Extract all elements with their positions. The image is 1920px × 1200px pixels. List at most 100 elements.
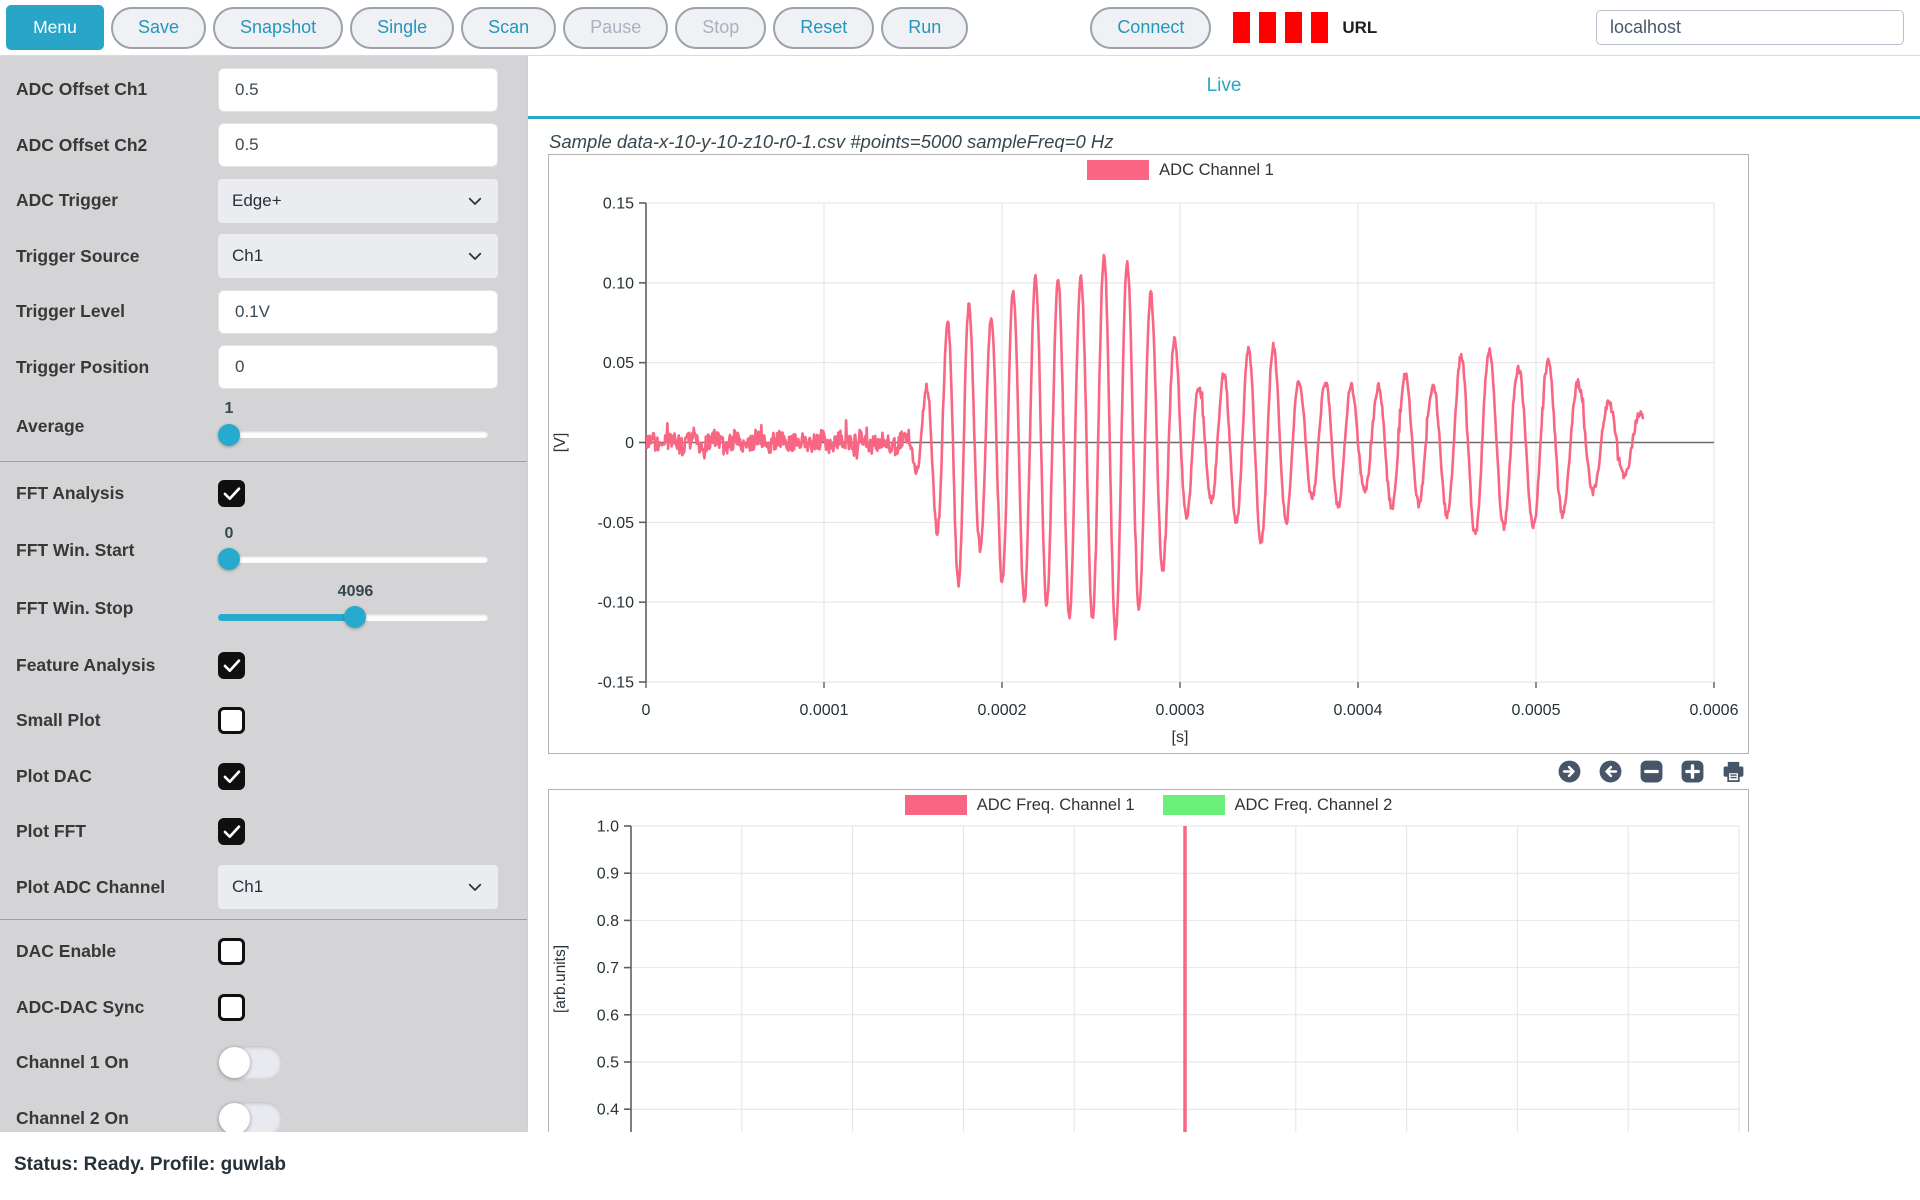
adc-dac-sync-checkbox[interactable] [218,994,245,1021]
toggle-knob [219,1047,250,1078]
setting-row-fft-analysis: FFT Analysis [0,466,527,522]
run-button[interactable]: Run [881,7,968,49]
fft-chart: ADC Freq. Channel 1 ADC Freq. Channel 2 … [548,789,1749,1132]
url-input[interactable] [1596,10,1904,45]
setting-row-adc-trigger: ADC Trigger Edge+ [0,173,527,229]
field-label: Trigger Position [0,357,218,378]
svg-text:0.5: 0.5 [597,1055,619,1072]
zoom-in-icon[interactable] [1680,759,1705,784]
snapshot-button[interactable]: Snapshot [213,7,343,49]
trigger-level-input[interactable] [218,290,498,334]
adc-offset-ch2-input[interactable] [218,123,498,167]
field-label: FFT Win. Stop [0,598,218,619]
svg-text:0.0003: 0.0003 [1156,702,1205,719]
setting-row-plot-fft: Plot FFT [0,804,527,860]
fft-win-start-slider[interactable]: 0 [218,525,498,577]
slider-thumb[interactable] [218,424,240,446]
field-label: Plot DAC [0,766,218,787]
field-label: FFT Analysis [0,483,218,504]
legend-item-adc-freq-channel-2[interactable]: ADC Freq. Channel 2 [1163,795,1393,815]
tab-live[interactable]: Live [1207,75,1242,97]
stop-button[interactable]: Stop [675,7,766,49]
small-plot-checkbox[interactable] [218,707,245,734]
status-text: Status: Ready. Profile: guwlab [14,1154,286,1176]
url-label: URL [1342,18,1377,38]
setting-row-fft-win-stop: FFT Win. Stop 4096 [0,580,527,638]
fft-win-stop-slider[interactable]: 4096 [218,583,498,635]
svg-text:0: 0 [625,435,634,452]
field-label: Channel 1 On [0,1052,218,1073]
svg-text:0.6: 0.6 [597,1007,619,1024]
menu-button[interactable]: Menu [6,5,104,50]
plot-dac-checkbox[interactable] [218,763,245,790]
trigger-position-input[interactable] [218,345,498,389]
adc-waveform-plot[interactable]: 0.150.100.050-0.05-0.10-0.1500.00010.000… [549,155,1748,753]
channel2-on-toggle[interactable] [218,1102,282,1132]
indicator-bar [1311,12,1328,43]
pan-right-icon[interactable] [1557,759,1582,784]
plot-adc-channel-select[interactable]: Ch1 [218,865,498,909]
setting-row-plot-adc-channel: Plot ADC Channel Ch1 [0,860,527,916]
field-label: FFT Win. Start [0,540,218,561]
sidebar: ADC Offset Ch1 ADC Offset Ch2 ADC Trigge… [0,56,527,1132]
connect-button[interactable]: Connect [1090,7,1211,49]
field-label: ADC Offset Ch1 [0,79,218,100]
plot-title: Sample data-x-10-y-10-z10-r0-1.csv #poin… [549,131,1114,153]
pan-left-icon[interactable] [1598,759,1623,784]
plot-fft-checkbox[interactable] [218,818,245,845]
reset-button[interactable]: Reset [773,7,874,49]
print-icon[interactable] [1721,759,1746,784]
svg-text:1.0: 1.0 [597,819,619,836]
field-label: Trigger Source [0,246,218,267]
svg-text:0.0002: 0.0002 [978,702,1027,719]
chevron-down-icon [466,192,484,210]
field-label: ADC Offset Ch2 [0,135,218,156]
fft-spectrum-plot[interactable]: 1.00.90.80.70.60.50.4[arb.units] [549,790,1748,1132]
slider-value: 4096 [338,583,374,601]
save-button[interactable]: Save [111,7,206,49]
setting-row-fft-win-start: FFT Win. Start 0 [0,522,527,580]
legend-item-adc-freq-channel-1[interactable]: ADC Freq. Channel 1 [905,795,1135,815]
scan-button[interactable]: Scan [461,7,556,49]
indicator-bar [1233,12,1250,43]
chart1-legend: ADC Channel 1 [549,160,1748,180]
svg-text:0.0004: 0.0004 [1334,702,1383,719]
legend-label: ADC Freq. Channel 1 [977,796,1135,815]
toggle-knob [219,1103,250,1132]
adc-time-chart: ADC Channel 1 0.150.100.050-0.05-0.10-0.… [548,154,1749,754]
setting-row-trigger-position: Trigger Position [0,340,527,396]
svg-text:-0.05: -0.05 [598,515,635,532]
feature-analysis-checkbox[interactable] [218,652,245,679]
slider-value: 1 [225,400,234,418]
legend-item-adc-channel-1[interactable]: ADC Channel 1 [1087,160,1274,180]
adc-trigger-select[interactable]: Edge+ [218,179,498,223]
field-label: Average [0,416,218,437]
dac-enable-checkbox[interactable] [218,938,245,965]
legend-label: ADC Freq. Channel 2 [1235,796,1393,815]
trigger-source-select[interactable]: Ch1 [218,234,498,278]
divider [0,461,527,462]
app: Menu Save Snapshot Single Scan Pause Sto… [0,0,1920,1200]
setting-row-channel2-on: Channel 2 On [0,1091,527,1133]
field-label: DAC Enable [0,941,218,962]
svg-text:0.05: 0.05 [603,355,634,372]
main-panel: Live Sample data-x-10-y-10-z10-r0-1.csv … [527,56,1920,1132]
svg-text:0: 0 [642,702,651,719]
setting-row-feature-analysis: Feature Analysis [0,638,527,694]
zoom-out-icon[interactable] [1639,759,1664,784]
pause-button[interactable]: Pause [563,7,668,49]
field-label: Channel 2 On [0,1108,218,1129]
chevron-down-icon [466,247,484,265]
slider-thumb[interactable] [344,606,366,628]
average-slider[interactable]: 1 [218,400,498,452]
setting-row-channel1-on: Channel 1 On [0,1035,527,1091]
single-button[interactable]: Single [350,7,454,49]
field-label: Plot ADC Channel [0,877,218,898]
slider-thumb[interactable] [218,548,240,570]
fft-analysis-checkbox[interactable] [218,480,245,507]
status-bar: Status: Ready. Profile: guwlab [0,1132,1920,1200]
setting-row-trigger-level: Trigger Level [0,284,527,340]
channel1-on-toggle[interactable] [218,1046,282,1079]
adc-offset-ch1-input[interactable] [218,68,498,112]
svg-text:0.7: 0.7 [597,960,619,977]
